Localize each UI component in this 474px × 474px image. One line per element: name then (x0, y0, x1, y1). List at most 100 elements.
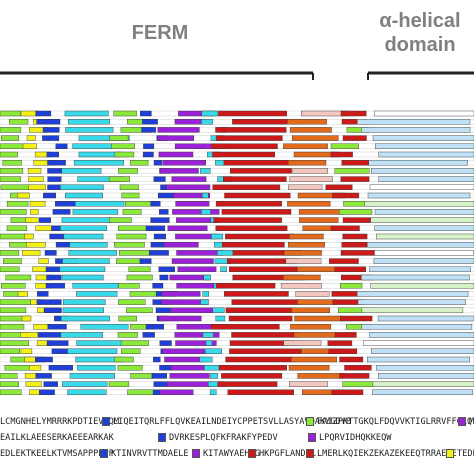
domain-segment (118, 315, 137, 322)
domain-segment (342, 217, 371, 223)
domain-segment (369, 184, 474, 191)
domain-segment (60, 225, 107, 232)
domain-segment (42, 127, 60, 133)
domain-segment (342, 233, 368, 240)
domain-segment (36, 299, 62, 305)
domain-segment (170, 307, 217, 313)
domain-segment (370, 217, 474, 223)
legend-swatch (306, 449, 314, 458)
domain-segment (55, 143, 68, 150)
domain-segment (159, 209, 169, 215)
domain-segment (221, 241, 285, 248)
domain-segment (331, 291, 358, 297)
legend-item: TEDE (446, 446, 474, 462)
domain-segment (17, 192, 30, 199)
domain-segment (0, 250, 20, 256)
domain-segment (157, 135, 194, 141)
domain-segment (378, 151, 474, 158)
domain-segment (363, 340, 474, 346)
domain-segment (287, 159, 327, 166)
domain-segment (340, 110, 367, 117)
domain-segment (44, 250, 57, 256)
domain-segment (46, 340, 69, 346)
domain-segment (330, 225, 360, 232)
domain-segment (293, 332, 336, 338)
domain-segment (209, 389, 217, 395)
domain-segment (225, 307, 293, 313)
domain-segment (361, 307, 464, 313)
domain-segment (114, 151, 135, 158)
domain-segment (163, 241, 199, 248)
domain-segment (49, 233, 66, 240)
domain-segment (72, 143, 114, 150)
domain-segment (172, 209, 220, 215)
domain-segment (59, 266, 106, 272)
domain-segment (65, 192, 103, 199)
domain-segment (361, 324, 473, 330)
domain-segment (374, 209, 474, 215)
domain-segment (150, 217, 170, 223)
domain-segment (30, 209, 39, 215)
domain-segment (295, 291, 330, 297)
domain-segment (46, 151, 59, 158)
legend-item: LPQRVIDHQKKEQW (308, 430, 391, 446)
domain-segment (118, 283, 140, 289)
domain-segment (35, 225, 52, 232)
domain-segment (342, 135, 367, 141)
domain-segment (331, 389, 364, 395)
domain-segment (72, 209, 119, 215)
domain-segment (39, 389, 55, 395)
domain-segment (1, 135, 19, 141)
domain-segment (218, 365, 288, 371)
legend-item: KITAWYAEHRG (192, 446, 260, 462)
domain-segment (113, 110, 137, 117)
domain-segment (297, 299, 337, 305)
domain-segment (294, 315, 342, 322)
domain-segment (118, 168, 138, 174)
domain-segment (229, 168, 292, 174)
domain-segment (128, 266, 151, 272)
domain-segment (201, 118, 213, 125)
domain-segment (227, 389, 295, 395)
domain-segment (204, 348, 222, 354)
domain-segment (220, 266, 227, 272)
domain-segment (158, 151, 194, 158)
domain-segment (378, 176, 474, 182)
domain-segment (325, 184, 353, 191)
domain-segment (158, 266, 175, 272)
domain-segment (46, 274, 62, 281)
domain-segment (171, 258, 214, 264)
domain-segment (22, 143, 37, 150)
domain-segment (288, 365, 330, 371)
domain-segment (51, 348, 70, 354)
domain-segment (142, 118, 158, 125)
domain-segment (334, 332, 357, 338)
domain-segment (119, 184, 139, 191)
domain-segment (62, 258, 110, 264)
legend-swatch (446, 449, 454, 458)
domain-segment (340, 176, 370, 182)
legend-item: HKPGFLANDRL (248, 446, 316, 462)
domain-segment (47, 159, 66, 166)
domain-segment (202, 332, 214, 338)
domain-segment (215, 200, 282, 207)
domain-segment (118, 299, 146, 305)
domain-segment (229, 348, 302, 354)
legend-item: FAIZPKTTGKQLFDQVVKTIGLRRVFFGLQYI (306, 414, 474, 430)
domain-segment (291, 307, 330, 313)
domain-segment (170, 365, 205, 371)
domain-segment (200, 299, 209, 305)
domain-segment (375, 143, 474, 150)
domain-segment (223, 159, 293, 166)
domain-segment (127, 389, 156, 395)
domain-segment (231, 332, 299, 338)
domain-segment (159, 168, 199, 174)
domain-segment (161, 291, 201, 297)
domain-segment (72, 283, 119, 289)
domain-segment (77, 365, 116, 371)
domain-segment (229, 266, 298, 272)
domain-segment (166, 381, 214, 387)
domain-segment (330, 143, 359, 150)
domain-segment (25, 381, 42, 387)
domain-segment (45, 283, 65, 289)
